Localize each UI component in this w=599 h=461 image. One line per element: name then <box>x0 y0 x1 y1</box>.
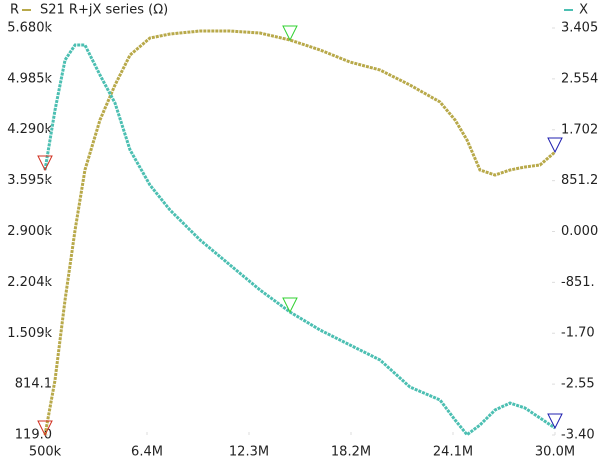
y2-tick-label: 3.405k <box>561 21 599 36</box>
chart-title: S21 R+jX series (Ω) <box>40 3 168 18</box>
y-tick-label: 1.509k <box>7 326 52 341</box>
marker <box>547 137 563 154</box>
x-tick-label: 30.0M <box>535 445 575 460</box>
y-tick-label: 5.680k <box>7 21 52 36</box>
x-tick-label: 18.2M <box>331 445 371 460</box>
y2-tick-label: 1.702k <box>561 122 599 137</box>
y-tick-label: 4.290k <box>7 122 52 137</box>
series-line <box>43 43 556 437</box>
marker <box>282 25 298 42</box>
y-tick-label: 4.985k <box>7 71 52 86</box>
legend-label: X <box>579 3 588 18</box>
y2-tick-label: 851.2 <box>561 173 598 188</box>
x-tick-label: 6.4M <box>131 445 163 460</box>
x-tick-label: 12.3M <box>229 445 269 460</box>
y2-tick-label: -1.70 <box>561 326 595 341</box>
series-line <box>43 29 556 436</box>
y2-tick-label: -3.40 <box>561 428 595 443</box>
marker <box>282 297 298 314</box>
legend-label: R <box>10 3 19 18</box>
y-tick-label: 2.900k <box>7 224 52 239</box>
marker <box>37 420 53 437</box>
y2-tick-label: -851. <box>561 275 595 290</box>
y2-tick-label: 0.000 <box>561 224 598 239</box>
x-tick-label: 24.1M <box>433 445 473 460</box>
y-tick-label: 814.1 <box>15 377 52 392</box>
y2-tick-label: 2.554k <box>561 71 599 86</box>
y2-tick-label: -2.55 <box>561 377 595 392</box>
marker <box>37 155 53 172</box>
y-tick-label: 3.595k <box>7 173 52 188</box>
marker <box>547 413 563 430</box>
y-tick-label: 2.204k <box>7 275 52 290</box>
x-tick-label: 500k <box>29 445 62 460</box>
